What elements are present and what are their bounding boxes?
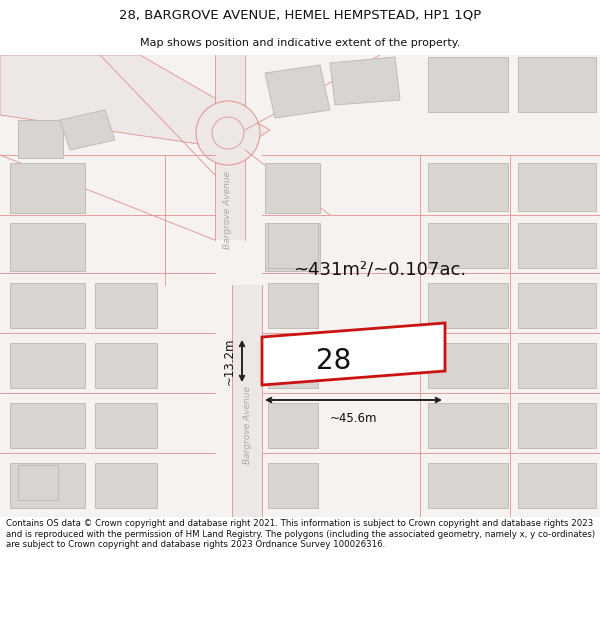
- Bar: [95, 463, 157, 508]
- Circle shape: [212, 117, 244, 149]
- Text: Bargrove Avenue: Bargrove Avenue: [242, 386, 251, 464]
- Bar: [428, 343, 508, 388]
- Text: ~431m²/~0.107ac.: ~431m²/~0.107ac.: [293, 261, 467, 279]
- Bar: [268, 343, 318, 388]
- Bar: [10, 403, 85, 448]
- Bar: [428, 283, 508, 328]
- Bar: [518, 403, 596, 448]
- Text: Contains OS data © Crown copyright and database right 2021. This information is : Contains OS data © Crown copyright and d…: [6, 519, 595, 549]
- Bar: [268, 463, 318, 508]
- Bar: [518, 343, 596, 388]
- Bar: [428, 223, 508, 268]
- Bar: [10, 463, 85, 508]
- Bar: [18, 465, 58, 500]
- Bar: [10, 223, 85, 271]
- Bar: [518, 163, 596, 211]
- Text: 28: 28: [316, 347, 351, 375]
- Bar: [10, 163, 85, 213]
- Polygon shape: [330, 57, 400, 105]
- Polygon shape: [0, 55, 270, 150]
- Text: ~45.6m: ~45.6m: [330, 412, 377, 425]
- Bar: [428, 57, 508, 112]
- Bar: [428, 163, 508, 211]
- Bar: [268, 283, 318, 328]
- Bar: [95, 403, 157, 448]
- Text: Map shows position and indicative extent of the property.: Map shows position and indicative extent…: [140, 38, 460, 48]
- Circle shape: [196, 101, 260, 165]
- Bar: [268, 403, 318, 448]
- Bar: [10, 283, 85, 328]
- Polygon shape: [60, 110, 115, 150]
- Bar: [268, 223, 318, 268]
- Bar: [428, 463, 508, 508]
- Text: 28, BARGROVE AVENUE, HEMEL HEMPSTEAD, HP1 1QP: 28, BARGROVE AVENUE, HEMEL HEMPSTEAD, HP…: [119, 9, 481, 22]
- Bar: [215, 55, 245, 240]
- Bar: [18, 120, 63, 158]
- Bar: [518, 463, 596, 508]
- Bar: [518, 57, 596, 112]
- Text: Bargrove Avenue: Bargrove Avenue: [223, 171, 233, 249]
- Bar: [265, 163, 320, 213]
- Bar: [428, 403, 508, 448]
- Bar: [95, 343, 157, 388]
- Bar: [232, 285, 262, 517]
- Bar: [10, 343, 85, 388]
- Bar: [95, 283, 157, 328]
- Text: ~13.2m: ~13.2m: [223, 338, 236, 385]
- Bar: [265, 223, 320, 271]
- Polygon shape: [265, 65, 330, 118]
- Bar: [518, 223, 596, 268]
- Bar: [518, 283, 596, 328]
- Polygon shape: [262, 323, 445, 385]
